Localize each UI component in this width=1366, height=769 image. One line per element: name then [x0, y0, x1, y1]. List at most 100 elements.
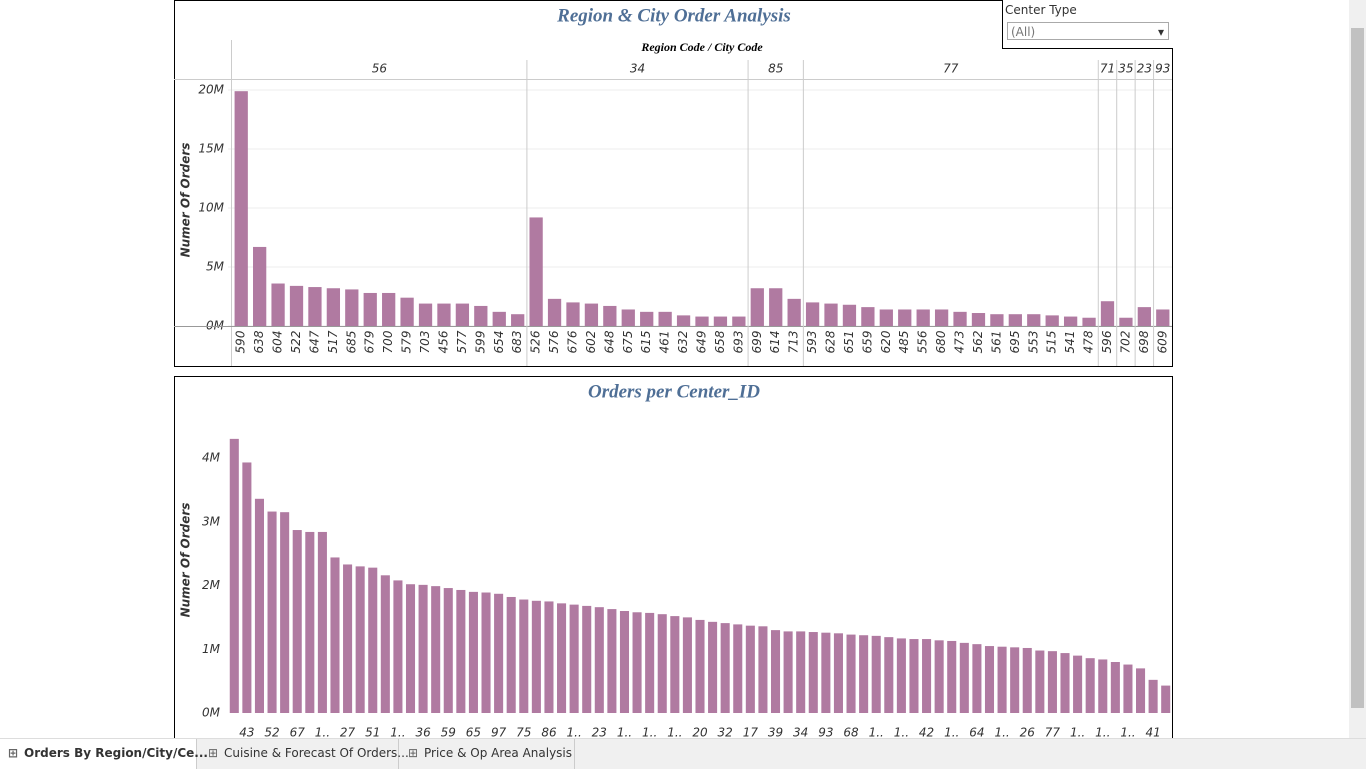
bar	[380, 575, 390, 713]
bar	[1008, 314, 1022, 326]
x-tick-label: 34	[793, 726, 808, 739]
region-label: 77	[943, 62, 959, 76]
filter-dropdown[interactable]: (All)	[1007, 22, 1169, 41]
x-tick-label: 1..	[390, 726, 405, 739]
x-tick-label: 68	[843, 726, 859, 739]
x-tick-label: 679	[363, 331, 377, 354]
x-tick-label: 632	[676, 331, 690, 354]
bar	[481, 592, 491, 713]
filter-label: Center Type	[1005, 3, 1077, 17]
chart-title: Region & City Order Analysis	[556, 5, 791, 26]
bar	[909, 639, 919, 713]
x-tick-label: 64	[969, 726, 984, 739]
x-tick-label: 651	[842, 331, 856, 354]
x-tick-label: 561	[989, 331, 1003, 354]
bar	[308, 287, 322, 326]
y-tick-label: 10M	[198, 201, 224, 215]
bar	[1156, 309, 1170, 326]
x-tick-label: 676	[565, 330, 579, 353]
scroll-thumb[interactable]	[1351, 28, 1364, 708]
bar	[271, 283, 285, 326]
y-axis-title: Numer Of Orders	[179, 143, 193, 258]
bar	[1022, 647, 1032, 713]
bar	[990, 314, 1004, 326]
bar	[861, 307, 875, 326]
bar	[758, 626, 768, 713]
bar	[733, 624, 743, 713]
bar	[234, 91, 248, 327]
bar	[1073, 655, 1083, 713]
x-tick-label: 526	[529, 330, 543, 353]
bar	[695, 619, 705, 713]
bar	[431, 586, 441, 713]
y-tick-label: 0M	[206, 319, 225, 333]
x-tick-label: 522	[289, 331, 303, 354]
bar	[916, 309, 930, 326]
bar	[492, 311, 506, 326]
bar	[670, 616, 680, 713]
bar	[846, 634, 856, 713]
y-tick-label: 0M	[202, 706, 221, 720]
bar	[368, 567, 378, 713]
bar	[229, 438, 239, 713]
x-tick-label: 75	[516, 726, 531, 739]
bar	[657, 614, 667, 713]
bar	[253, 246, 267, 326]
x-tick-label: 680	[934, 330, 948, 353]
x-tick-label: 27	[340, 726, 356, 739]
region-label: 85	[768, 62, 783, 76]
bar	[871, 635, 881, 713]
bar	[584, 303, 599, 326]
x-tick-label: 26	[1020, 726, 1036, 739]
bar	[1047, 651, 1057, 713]
bar	[750, 288, 764, 326]
bar	[1060, 653, 1070, 713]
bar	[682, 617, 692, 713]
bar	[922, 639, 932, 713]
bar	[289, 285, 304, 326]
bar	[292, 530, 302, 713]
x-tick-label: 553	[1026, 331, 1040, 354]
bar	[557, 603, 567, 713]
x-tick-label: 562	[971, 331, 985, 354]
bar	[947, 640, 957, 713]
tab[interactable]: Price & Op Area Analysis	[400, 739, 575, 769]
bar	[745, 625, 755, 713]
tab[interactable]: Orders By Region/City/Ce...	[0, 739, 208, 769]
bar	[898, 309, 912, 326]
x-tick-label: 1..	[667, 726, 682, 739]
bar	[959, 642, 969, 713]
x-tick-label: 86	[541, 726, 557, 739]
bar	[594, 607, 604, 713]
x-tick-label: 702	[1118, 331, 1132, 354]
x-tick-label: 675	[621, 331, 635, 354]
x-tick-label: 485	[897, 331, 911, 354]
bar	[345, 289, 359, 326]
bar	[708, 621, 718, 713]
bar	[544, 601, 554, 713]
tab[interactable]: Cuisine & Forecast Of Orders...	[200, 739, 409, 769]
x-tick-label: 703	[418, 331, 432, 354]
region-label: 34	[630, 62, 645, 76]
bar	[456, 589, 466, 713]
scrollbar[interactable]	[1349, 0, 1366, 738]
x-tick-label: 59	[441, 726, 456, 739]
bar	[267, 511, 277, 713]
x-tick-label: 1..	[1095, 726, 1110, 739]
bar	[1100, 301, 1115, 326]
x-tick-label: 609	[1155, 331, 1169, 354]
bar	[713, 316, 728, 326]
x-tick-label: 20	[692, 726, 708, 739]
bar	[494, 593, 504, 713]
panel-bottom	[174, 376, 1173, 738]
bar	[997, 646, 1007, 713]
bar	[676, 315, 691, 326]
x-tick-label: 51	[365, 726, 380, 739]
x-tick-label: 695	[1008, 331, 1022, 354]
x-tick-label: 590	[234, 330, 248, 353]
x-tick-label: 596	[1100, 330, 1114, 353]
region-label: 56	[372, 62, 388, 76]
bar	[280, 512, 290, 713]
y-axis-title: Numer Of Orders	[179, 503, 193, 618]
bar	[783, 631, 793, 713]
